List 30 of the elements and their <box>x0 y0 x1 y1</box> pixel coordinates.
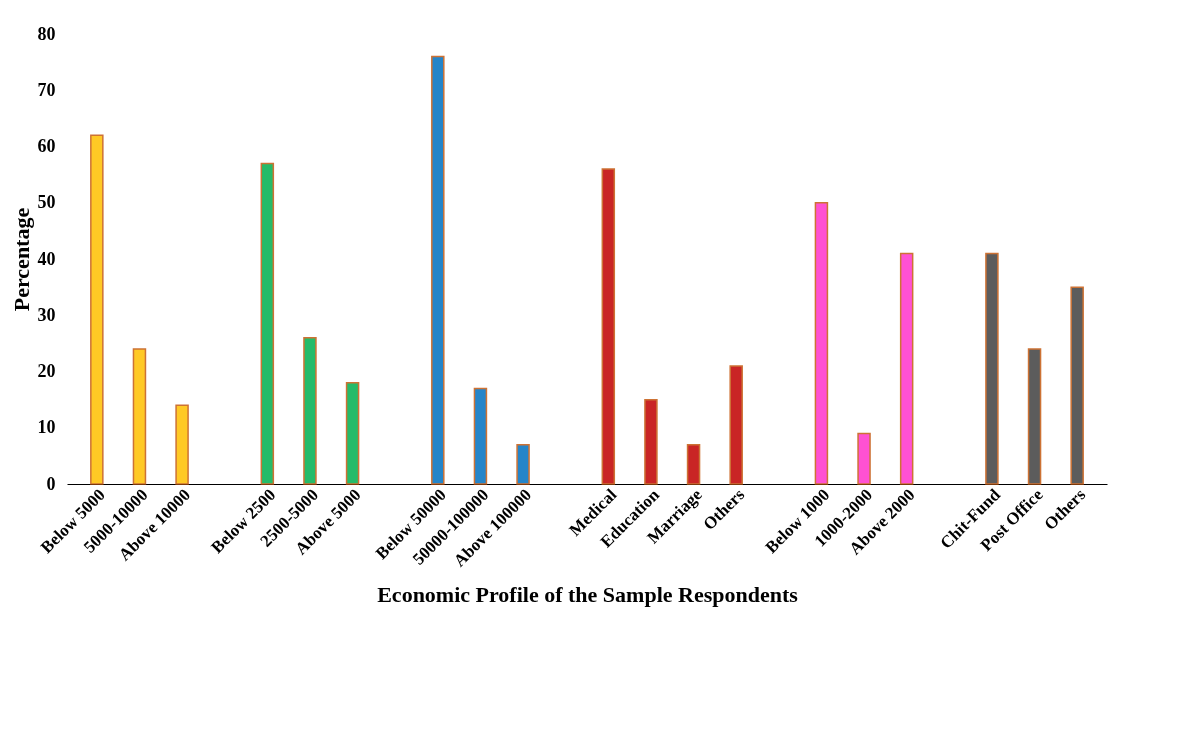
y-tick-label: 30 <box>37 304 56 325</box>
bar <box>899 252 914 485</box>
bar <box>175 404 189 485</box>
bar <box>431 55 445 485</box>
bar <box>686 443 701 485</box>
y-tick-label: 70 <box>37 79 56 100</box>
y-tick-label: 60 <box>37 136 56 156</box>
bar <box>729 365 743 485</box>
bar <box>473 387 488 485</box>
y-tick-label: 0 <box>46 473 56 494</box>
bar <box>1027 348 1042 485</box>
bar <box>985 252 999 485</box>
bar <box>644 398 658 485</box>
bar <box>303 337 317 485</box>
y-tick-label: 40 <box>37 248 56 269</box>
y-tick-label: 50 <box>37 192 56 213</box>
bar <box>857 432 871 485</box>
y-tick-label: 20 <box>37 361 56 381</box>
y-tick-label: 80 <box>37 23 56 44</box>
bar <box>132 348 147 485</box>
bar <box>345 382 360 485</box>
bar <box>260 162 275 485</box>
bar <box>516 443 530 485</box>
y-axis-title: Percentage <box>8 207 34 312</box>
x-axis-title: Economic Profile of the Sample Respondents <box>377 581 799 607</box>
bar <box>90 134 104 485</box>
bar <box>601 168 616 485</box>
y-tick-label: 10 <box>37 417 56 438</box>
bar <box>1070 286 1084 485</box>
bar <box>814 202 829 485</box>
